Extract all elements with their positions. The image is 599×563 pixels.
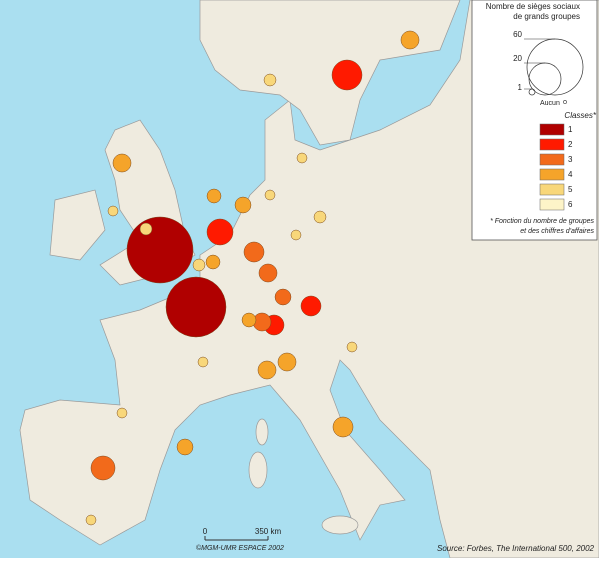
class-label: 5 <box>568 185 573 194</box>
note: * Fonction du nombre de groupes <box>490 218 594 225</box>
hq-circle <box>400 30 420 50</box>
hq-circle <box>107 205 119 217</box>
hq-circle <box>112 153 132 173</box>
hq-circle <box>264 189 276 201</box>
hq-circle <box>296 152 308 164</box>
hq-circle <box>258 263 278 283</box>
hq-circle <box>205 254 221 270</box>
class-swatch <box>539 138 565 151</box>
hq-circle <box>241 312 257 328</box>
class-swatch <box>539 123 565 136</box>
hq-circle <box>234 196 252 214</box>
hq-circle <box>139 222 153 236</box>
class-label: 6 <box>568 200 573 209</box>
legend-title: Nombre de sièges sociaux <box>486 2 580 11</box>
hq-circle <box>176 438 194 456</box>
hq-circle <box>332 416 354 438</box>
none-label: Aucun <box>540 100 560 107</box>
class-swatch <box>539 183 565 196</box>
class-label: 1 <box>568 125 573 134</box>
hq-circle <box>274 288 292 306</box>
hq-circle <box>277 352 297 372</box>
hq-circle <box>126 216 194 284</box>
hq-circle <box>165 276 227 338</box>
class-label: 2 <box>568 140 573 149</box>
hq-circle <box>257 360 277 380</box>
credit: ©MGM-UMR ESPACE 2002 <box>196 544 284 552</box>
hq-circle <box>243 241 265 263</box>
class-label: 3 <box>568 155 573 164</box>
hq-circle <box>331 59 363 91</box>
hq-circle <box>192 258 206 272</box>
size-label: 20 <box>513 54 522 63</box>
hq-circle <box>263 73 277 87</box>
class-swatch <box>539 198 565 211</box>
hq-circle <box>90 455 116 481</box>
hq-circle <box>300 295 322 317</box>
hq-circle <box>116 407 128 419</box>
hq-circle <box>290 229 302 241</box>
hq-circle <box>206 218 234 246</box>
size-label: 1 <box>518 83 523 92</box>
hq-circle <box>206 188 222 204</box>
source: Source: Forbes, The International 500, 2… <box>437 544 595 553</box>
note: et des chiffres d'affaires <box>520 228 594 235</box>
classes-title: Classes* <box>564 111 596 120</box>
class-swatch <box>539 153 565 166</box>
scale-start: 0 <box>203 527 208 536</box>
legend: Nombre de sièges sociaux de grands group… <box>471 0 598 241</box>
legend-title: de grands groupes <box>513 12 580 21</box>
hq-circle <box>197 356 209 368</box>
hq-circle <box>313 210 327 224</box>
hq-circle <box>85 514 97 526</box>
class-swatch <box>539 168 565 181</box>
class-label: 4 <box>568 170 573 179</box>
scale-end: 350 km <box>255 527 282 536</box>
size-label: 60 <box>513 30 522 39</box>
land <box>19 0 599 559</box>
scale-bar: 0 350 km ©MGM-UMR ESPACE 2002 <box>196 527 284 552</box>
hq-circles <box>85 30 420 526</box>
hq-circle <box>346 341 358 353</box>
